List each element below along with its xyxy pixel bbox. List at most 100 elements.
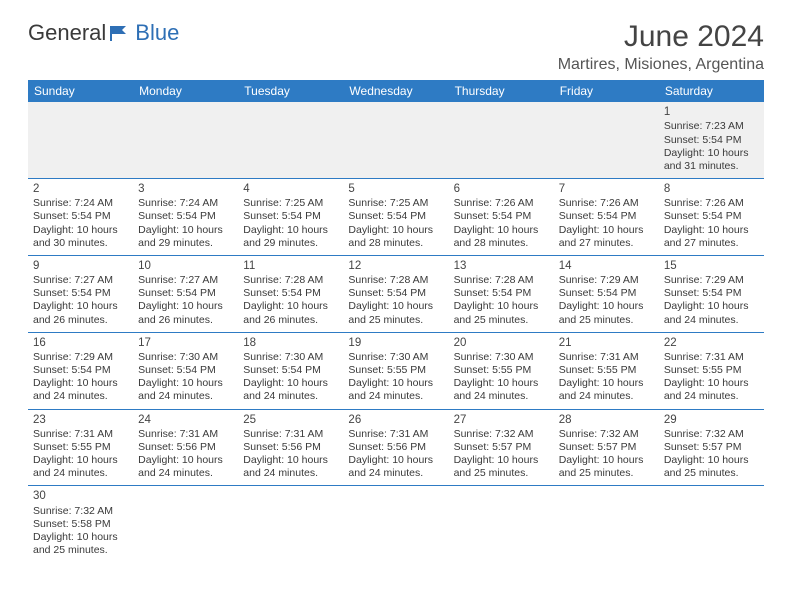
calendar-cell: 24Sunrise: 7:31 AMSunset: 5:56 PMDayligh… <box>133 409 238 486</box>
day-number: 29 <box>664 413 759 427</box>
day-number: 12 <box>348 259 443 273</box>
page-header: General Blue June 2024 Martires, Misione… <box>28 20 764 74</box>
daylight-text: Daylight: 10 hours and 27 minutes. <box>664 224 759 250</box>
sunset-text: Sunset: 5:57 PM <box>454 441 549 454</box>
sunrise-text: Sunrise: 7:23 AM <box>664 120 759 133</box>
daylight-text: Daylight: 10 hours and 24 minutes. <box>454 377 549 403</box>
brand-part1: General <box>28 20 106 46</box>
calendar-cell <box>238 102 343 178</box>
calendar-row: 23Sunrise: 7:31 AMSunset: 5:55 PMDayligh… <box>28 409 764 486</box>
daylight-text: Daylight: 10 hours and 25 minutes. <box>348 300 443 326</box>
sunrise-text: Sunrise: 7:24 AM <box>33 197 128 210</box>
sunrise-text: Sunrise: 7:28 AM <box>454 274 549 287</box>
sunset-text: Sunset: 5:55 PM <box>348 364 443 377</box>
calendar-cell: 8Sunrise: 7:26 AMSunset: 5:54 PMDaylight… <box>659 178 764 255</box>
calendar-cell: 7Sunrise: 7:26 AMSunset: 5:54 PMDaylight… <box>554 178 659 255</box>
calendar-cell: 6Sunrise: 7:26 AMSunset: 5:54 PMDaylight… <box>449 178 554 255</box>
day-header: Saturday <box>659 80 764 102</box>
calendar-cell: 25Sunrise: 7:31 AMSunset: 5:56 PMDayligh… <box>238 409 343 486</box>
day-number: 25 <box>243 413 338 427</box>
calendar-cell: 28Sunrise: 7:32 AMSunset: 5:57 PMDayligh… <box>554 409 659 486</box>
daylight-text: Daylight: 10 hours and 25 minutes. <box>664 454 759 480</box>
sunrise-text: Sunrise: 7:29 AM <box>664 274 759 287</box>
day-number: 27 <box>454 413 549 427</box>
day-number: 30 <box>33 489 128 503</box>
sunrise-text: Sunrise: 7:27 AM <box>33 274 128 287</box>
calendar-cell: 13Sunrise: 7:28 AMSunset: 5:54 PMDayligh… <box>449 255 554 332</box>
sunrise-text: Sunrise: 7:30 AM <box>138 351 233 364</box>
sunrise-text: Sunrise: 7:26 AM <box>664 197 759 210</box>
calendar-cell: 10Sunrise: 7:27 AMSunset: 5:54 PMDayligh… <box>133 255 238 332</box>
calendar-cell <box>133 486 238 562</box>
daylight-text: Daylight: 10 hours and 29 minutes. <box>138 224 233 250</box>
day-number: 24 <box>138 413 233 427</box>
calendar-cell <box>238 486 343 562</box>
calendar-cell <box>133 102 238 178</box>
sunset-text: Sunset: 5:54 PM <box>138 364 233 377</box>
daylight-text: Daylight: 10 hours and 31 minutes. <box>664 147 759 173</box>
daylight-text: Daylight: 10 hours and 24 minutes. <box>33 377 128 403</box>
sunset-text: Sunset: 5:54 PM <box>559 210 654 223</box>
calendar-cell: 15Sunrise: 7:29 AMSunset: 5:54 PMDayligh… <box>659 255 764 332</box>
calendar-cell <box>28 102 133 178</box>
sunset-text: Sunset: 5:54 PM <box>559 287 654 300</box>
sunset-text: Sunset: 5:54 PM <box>664 134 759 147</box>
month-title: June 2024 <box>558 20 764 54</box>
sunrise-text: Sunrise: 7:29 AM <box>33 351 128 364</box>
daylight-text: Daylight: 10 hours and 24 minutes. <box>664 377 759 403</box>
brand-logo: General Blue <box>28 20 179 46</box>
calendar-cell: 27Sunrise: 7:32 AMSunset: 5:57 PMDayligh… <box>449 409 554 486</box>
sunset-text: Sunset: 5:55 PM <box>559 364 654 377</box>
sunset-text: Sunset: 5:54 PM <box>348 210 443 223</box>
calendar-cell: 12Sunrise: 7:28 AMSunset: 5:54 PMDayligh… <box>343 255 448 332</box>
daylight-text: Daylight: 10 hours and 24 minutes. <box>138 377 233 403</box>
day-number: 14 <box>559 259 654 273</box>
calendar-cell <box>343 102 448 178</box>
calendar-cell: 9Sunrise: 7:27 AMSunset: 5:54 PMDaylight… <box>28 255 133 332</box>
sunset-text: Sunset: 5:54 PM <box>664 210 759 223</box>
daylight-text: Daylight: 10 hours and 30 minutes. <box>33 224 128 250</box>
day-header: Monday <box>133 80 238 102</box>
sunset-text: Sunset: 5:55 PM <box>454 364 549 377</box>
calendar-cell: 3Sunrise: 7:24 AMSunset: 5:54 PMDaylight… <box>133 178 238 255</box>
day-number: 19 <box>348 336 443 350</box>
sunset-text: Sunset: 5:54 PM <box>33 210 128 223</box>
sunset-text: Sunset: 5:56 PM <box>138 441 233 454</box>
calendar-head: SundayMondayTuesdayWednesdayThursdayFrid… <box>28 80 764 102</box>
day-number: 21 <box>559 336 654 350</box>
sunrise-text: Sunrise: 7:32 AM <box>559 428 654 441</box>
calendar-cell <box>554 486 659 562</box>
sunset-text: Sunset: 5:54 PM <box>348 287 443 300</box>
calendar-cell <box>343 486 448 562</box>
day-number: 17 <box>138 336 233 350</box>
sunrise-text: Sunrise: 7:31 AM <box>138 428 233 441</box>
day-header: Wednesday <box>343 80 448 102</box>
sunset-text: Sunset: 5:54 PM <box>243 287 338 300</box>
sunset-text: Sunset: 5:58 PM <box>33 518 128 531</box>
sunrise-text: Sunrise: 7:26 AM <box>559 197 654 210</box>
sunset-text: Sunset: 5:54 PM <box>454 210 549 223</box>
sunset-text: Sunset: 5:54 PM <box>138 210 233 223</box>
calendar-cell <box>449 486 554 562</box>
calendar-cell: 18Sunrise: 7:30 AMSunset: 5:54 PMDayligh… <box>238 332 343 409</box>
day-number: 6 <box>454 182 549 196</box>
calendar-row: 16Sunrise: 7:29 AMSunset: 5:54 PMDayligh… <box>28 332 764 409</box>
day-number: 26 <box>348 413 443 427</box>
brand-part2: Blue <box>135 20 179 46</box>
daylight-text: Daylight: 10 hours and 26 minutes. <box>243 300 338 326</box>
daylight-text: Daylight: 10 hours and 25 minutes. <box>559 300 654 326</box>
sunrise-text: Sunrise: 7:31 AM <box>559 351 654 364</box>
daylight-text: Daylight: 10 hours and 29 minutes. <box>243 224 338 250</box>
title-block: June 2024 Martires, Misiones, Argentina <box>558 20 764 74</box>
calendar-cell: 14Sunrise: 7:29 AMSunset: 5:54 PMDayligh… <box>554 255 659 332</box>
calendar-cell: 17Sunrise: 7:30 AMSunset: 5:54 PMDayligh… <box>133 332 238 409</box>
sunset-text: Sunset: 5:56 PM <box>243 441 338 454</box>
calendar-cell: 29Sunrise: 7:32 AMSunset: 5:57 PMDayligh… <box>659 409 764 486</box>
calendar-cell: 30Sunrise: 7:32 AMSunset: 5:58 PMDayligh… <box>28 486 133 562</box>
day-number: 4 <box>243 182 338 196</box>
sunset-text: Sunset: 5:54 PM <box>454 287 549 300</box>
calendar-cell <box>659 486 764 562</box>
daylight-text: Daylight: 10 hours and 24 minutes. <box>33 454 128 480</box>
sunset-text: Sunset: 5:57 PM <box>664 441 759 454</box>
day-number: 20 <box>454 336 549 350</box>
